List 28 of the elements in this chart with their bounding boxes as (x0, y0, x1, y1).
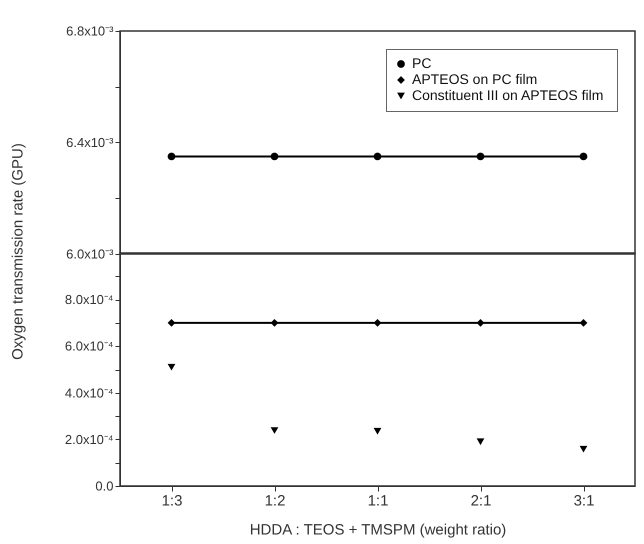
y-tick-label: 8.0x10⁻⁴ (64, 292, 114, 308)
y-axis-title: Oxygen transmission rate (GPU) (10, 142, 26, 362)
y-tick-label: 6.8x10⁻³ (66, 24, 114, 38)
x-tick-label: 2:1 (470, 492, 492, 510)
point (270, 427, 278, 434)
legend-label: APTEOS on PC film (412, 71, 538, 87)
point (476, 319, 484, 327)
x-tick-label: 1:1 (368, 492, 388, 510)
x-tick-label: 3:1 (574, 492, 594, 510)
x-axis-title: HDDA : TEOS + TMSPM (weight ratio) (250, 522, 506, 538)
point (168, 319, 176, 327)
y-tick-label: 6.0x10⁻⁴ (64, 338, 114, 354)
point (374, 319, 382, 327)
point (580, 446, 588, 453)
x-tick-label: 1:3 (162, 492, 182, 510)
y-tick-label: 2.0x10⁻⁴ (64, 432, 114, 447)
x-tick-label: 1:2 (264, 492, 286, 510)
y-tick-label: 6.0x10⁻³ (66, 246, 114, 262)
legend-label: Constituent III on APTEOS film (412, 87, 604, 103)
point (374, 428, 382, 435)
point (270, 319, 278, 327)
point (580, 319, 588, 327)
y-tick-label: 6.4x10⁻³ (66, 135, 114, 150)
y-tick-label: 4.0x10⁻⁴ (64, 385, 114, 400)
legend-label: PC (412, 55, 432, 71)
y-tick-label: 0.0 (95, 478, 114, 494)
point (476, 438, 484, 446)
point (168, 364, 176, 371)
